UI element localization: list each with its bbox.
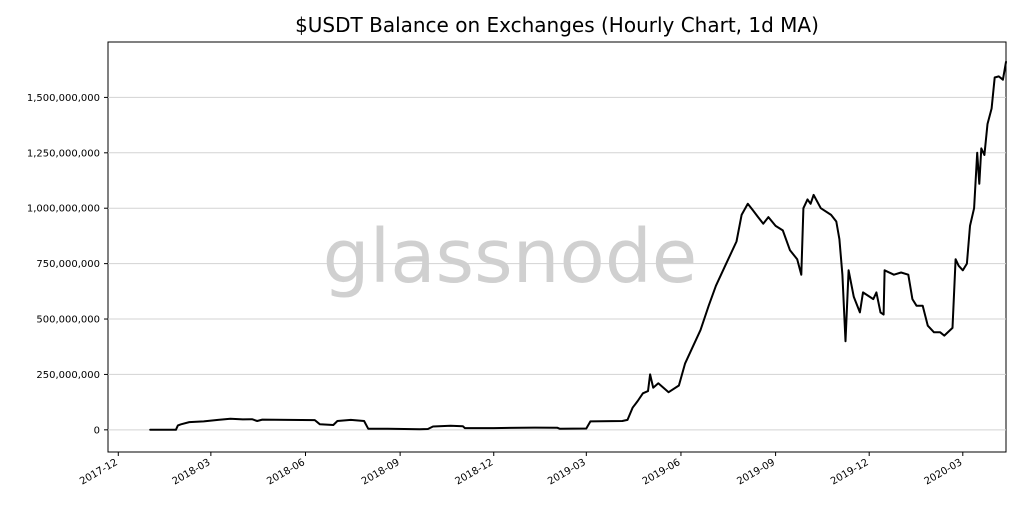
x-tick-label: 2018-03 bbox=[171, 457, 213, 487]
x-tick-label: 2017-12 bbox=[78, 457, 120, 487]
y-tick-label: 500,000,000 bbox=[36, 315, 100, 326]
chart-title: $USDT Balance on Exchanges (Hourly Chart… bbox=[295, 13, 819, 37]
x-tick-label: 2018-06 bbox=[265, 457, 307, 487]
y-tick-label: 0 bbox=[94, 425, 100, 436]
y-tick-label: 1,000,000,000 bbox=[27, 204, 100, 215]
y-tick-label: 1,500,000,000 bbox=[27, 93, 100, 104]
series-group bbox=[149, 60, 1007, 431]
x-tick-label: 2018-12 bbox=[454, 457, 496, 487]
y-axis: 0 250,000,000 500,000,000 750,000,000 1,000,… bbox=[27, 93, 108, 436]
x-tick-label: 2019-03 bbox=[546, 457, 588, 487]
gridlines bbox=[108, 96, 1006, 431]
x-axis: 2017-12 2018-03 2018-06 2018-09 2018-12 2019-… bbox=[78, 452, 964, 487]
x-tick-label: 2019-12 bbox=[829, 457, 871, 487]
watermark-text: glassnode bbox=[323, 214, 698, 300]
y-tick-label: 750,000,000 bbox=[36, 259, 100, 270]
x-tick-label: 2019-09 bbox=[735, 457, 777, 487]
plot-area bbox=[107, 41, 1007, 453]
x-tick-label: 2018-09 bbox=[360, 457, 402, 487]
series-line-0 bbox=[149, 60, 1007, 431]
y-tick-label: 1,250,000,000 bbox=[27, 148, 100, 159]
x-tick-label: 2019-06 bbox=[641, 457, 683, 487]
x-tick-label: 2020-03 bbox=[923, 457, 965, 487]
y-tick-label: 250,000,000 bbox=[36, 370, 100, 381]
